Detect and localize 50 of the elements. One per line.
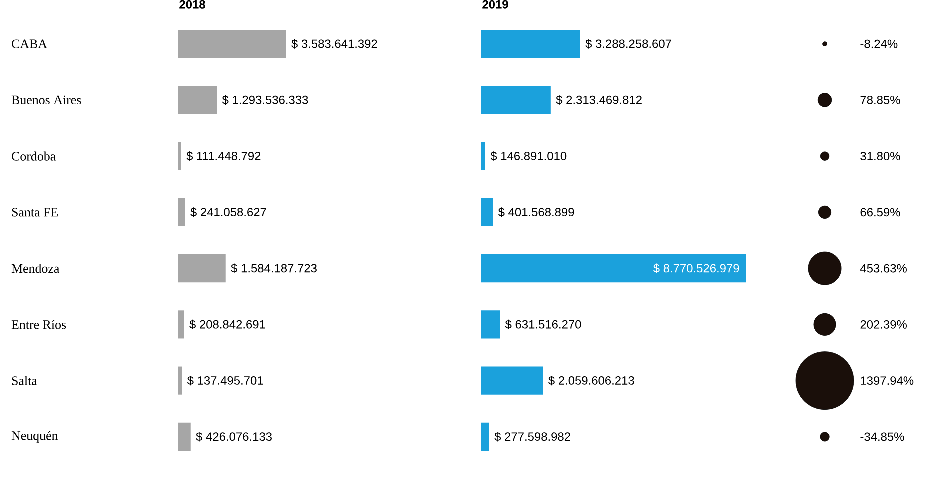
bar: [481, 254, 746, 283]
y-tick-label: Cordoba: [12, 152, 56, 161]
data-label: $ 426.076.133: [196, 432, 272, 442]
bar: [178, 142, 182, 170]
data-label: $ 208.842.691: [190, 320, 266, 330]
y-tick-label: CABA: [12, 40, 48, 48]
data-label: $ 2.313.469.812: [556, 95, 642, 106]
data-label: $ 1.584.187.723: [231, 264, 317, 274]
bar: [178, 366, 182, 395]
chart-title: 2019: [482, 0, 508, 9]
bar: [481, 142, 486, 170]
data-label: $ 631.516.270: [505, 320, 582, 330]
data-label: -8.24%: [860, 40, 898, 48]
y-tick-label: Salta: [12, 376, 38, 386]
bar: [178, 422, 191, 451]
bar: [178, 310, 184, 339]
bar: [481, 198, 494, 226]
data-label: $ 401.568.899: [498, 208, 574, 218]
y-tick-label: Buenos Aires: [12, 96, 82, 105]
y-tick-label: Mendoza: [12, 264, 60, 274]
bar: [178, 254, 226, 283]
data-label: 1397.94%: [861, 376, 914, 386]
bar: [178, 30, 286, 58]
data-label: 31.80%: [860, 152, 900, 161]
bar: [481, 86, 551, 114]
y-tick-label: Santa FE: [12, 208, 58, 217]
data-label: 453.63%: [860, 264, 907, 273]
y-tick-label: Neuquén: [12, 431, 58, 443]
bar: [481, 422, 490, 451]
data-label: 78.85%: [860, 96, 900, 104]
bar: [178, 86, 218, 114]
data-label: 66.59%: [860, 208, 900, 217]
data-label: $ 3.583.641.392: [292, 39, 378, 49]
data-label: $ 241.058.627: [190, 208, 266, 218]
data-label: 202.39%: [860, 320, 907, 329]
data-label: $ 8.770.526.979: [654, 264, 740, 274]
chart-title: 2018: [180, 0, 206, 9]
data-label: $ 111.448.792: [186, 151, 261, 162]
bar: [481, 366, 544, 395]
bar: [178, 198, 186, 226]
data-label: $ 1.293.536.333: [222, 95, 308, 106]
bar: [481, 310, 500, 339]
data-label: $ 137.495.701: [187, 376, 264, 386]
bar: [481, 30, 580, 58]
data-label: -34.85%: [860, 432, 904, 442]
y-tick-label: Entre Ríos: [12, 320, 66, 330]
data-label: $ 2.059.606.213: [548, 376, 634, 386]
data-label: $ 3.288.258.607: [586, 39, 672, 49]
data-label: $ 146.891.010: [490, 151, 567, 162]
data-label: $ 277.598.982: [494, 432, 570, 442]
